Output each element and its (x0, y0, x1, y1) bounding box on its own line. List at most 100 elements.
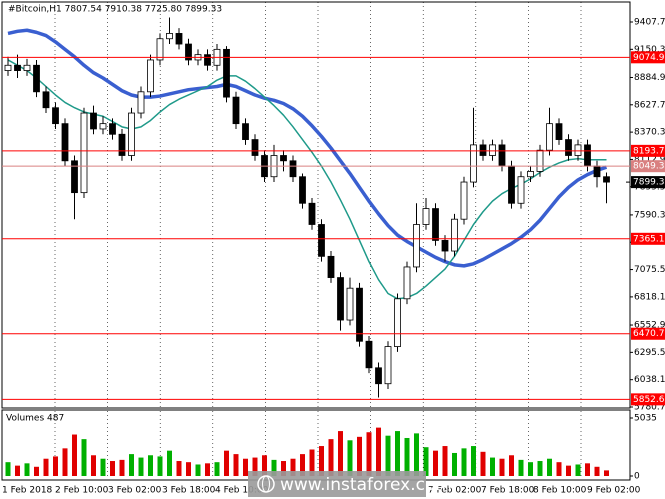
y-tick-label: 5780.70 (634, 403, 665, 413)
volume-bar (547, 458, 552, 476)
volume-bar (271, 459, 277, 476)
candle-body (489, 144, 496, 156)
level-label: 8049.33 (633, 162, 665, 172)
volume-bar (186, 462, 191, 476)
moving-average (7, 28, 608, 268)
y-tick-label: 9407.70 (634, 17, 665, 27)
level-label: 6470.79 (633, 329, 665, 339)
volume-bar (604, 470, 609, 476)
volume-bar (290, 458, 296, 476)
volume-bar (433, 450, 438, 476)
candle-body (451, 218, 458, 252)
volume-bar (157, 456, 163, 476)
volume-bar (490, 457, 495, 476)
level-label-box (631, 393, 665, 406)
x-tick-label: 9 Feb 02:00 (587, 486, 641, 496)
candle-body (565, 139, 572, 156)
level-label-box (631, 327, 665, 340)
volume-bar (43, 458, 49, 476)
candle-body (71, 160, 78, 194)
volume-bar (338, 431, 343, 476)
candle-body (337, 277, 344, 321)
volume-bar (24, 463, 30, 476)
y-tick-label: 8370.30 (634, 128, 665, 138)
x-tick-label: 7 Feb 18:00 (481, 486, 535, 496)
level-label-box (631, 144, 665, 157)
candle-body (204, 54, 211, 66)
volume-bar (119, 459, 125, 476)
volume-bar (414, 433, 419, 476)
current-price-box (631, 176, 665, 189)
volume-bar (566, 465, 571, 476)
candle-body (546, 123, 553, 151)
volume-bar (518, 459, 524, 476)
y-tick-label: 8627.70 (634, 100, 665, 110)
volume-bar (585, 463, 590, 476)
volume-bar (205, 463, 210, 476)
volume-bar (509, 455, 514, 476)
volume-bar (100, 458, 106, 476)
candle-body (137, 91, 145, 114)
volume-bar (167, 450, 172, 476)
candle-body (527, 171, 534, 178)
candle-body (470, 144, 477, 183)
candle-body (432, 208, 439, 241)
level-label-box (631, 160, 665, 173)
volume-bar (376, 427, 381, 476)
chart-title: #Bitcoin,H1 7807.54 7910.38 7725.80 7899… (8, 5, 222, 15)
volume-bar (138, 457, 144, 476)
moving-average (7, 59, 607, 300)
candle-body (128, 112, 135, 156)
candle-body (318, 224, 325, 257)
volume-bar (81, 439, 87, 476)
volume-bar (461, 448, 467, 476)
candle-body (508, 165, 515, 204)
watermark-globe (262, 475, 270, 493)
level-label-box (631, 232, 665, 245)
candle-body (384, 346, 392, 385)
volume-bar (233, 454, 239, 476)
volume-bar (34, 466, 39, 476)
level-label: 8193.76 (633, 146, 665, 156)
y-tick-label: 6552.90 (634, 321, 665, 331)
x-tick-label: 7 Feb 02:00 (428, 486, 482, 496)
candle-body (118, 133, 126, 156)
volume-bar (110, 461, 115, 476)
candle-body (23, 64, 31, 71)
volume-bar (319, 446, 324, 476)
y-tick-label: 8112.90 (634, 155, 665, 165)
volume-bar (129, 454, 134, 476)
volume-bar (176, 461, 182, 476)
candle-body (185, 43, 192, 61)
volume-title: Volumes 487 (6, 414, 64, 424)
candle-body (403, 266, 411, 300)
volume-bar (556, 462, 562, 476)
volume-bar (252, 457, 258, 476)
candle-body (375, 367, 382, 385)
candle-body (52, 107, 59, 125)
price-panel-border (1, 1, 631, 409)
volume-bar (499, 458, 505, 476)
volume-bar (471, 446, 476, 476)
volume-bar (575, 464, 581, 476)
candle-body (90, 112, 97, 130)
current-price-label: 7899.33 (633, 178, 665, 188)
x-tick-label: 2 Feb 10:00 (55, 486, 109, 496)
volume-bar (300, 454, 305, 476)
y-tick-label: 7075.50 (634, 265, 665, 275)
candle-body (4, 64, 12, 71)
candle-body (413, 224, 420, 268)
y-tick-label: 7590.30 (634, 210, 665, 220)
y-tick-label: 8884.97 (634, 73, 665, 83)
candle-body (33, 64, 40, 93)
candle-body (555, 123, 563, 140)
candle-body (80, 112, 88, 194)
volume-bar (243, 458, 248, 476)
candle-body (479, 144, 487, 156)
volume-bar (91, 455, 96, 476)
volume-bar (366, 432, 372, 476)
volume-bar (281, 461, 286, 476)
candle-body (14, 64, 21, 71)
level-label: 7365.16 (633, 234, 665, 244)
